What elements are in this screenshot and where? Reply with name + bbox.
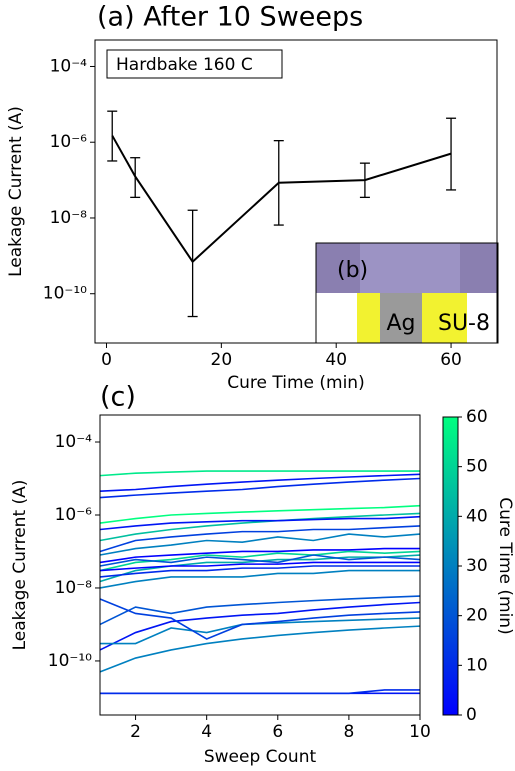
colorbar-tick-label: 50: [466, 457, 488, 477]
series-line: [99, 525, 421, 553]
series-line: [99, 512, 421, 542]
annotation: Hardbake 160 C: [116, 55, 253, 75]
colorbar-tick-label: 0: [466, 705, 477, 725]
x-axis-label: Sweep Count: [204, 747, 317, 767]
plot-frame: [94, 39, 498, 344]
colorbar-tick-label: 30: [466, 556, 488, 576]
inset-ag: [380, 293, 422, 343]
x-tick-label: 60: [440, 350, 462, 370]
y-tick-label: 10⁻⁸: [55, 578, 93, 598]
series-line: [99, 533, 421, 556]
x-tick-label: 2: [130, 722, 141, 742]
series-line: [99, 477, 421, 499]
series-line: [99, 561, 420, 572]
y-axis-label: Leakage Current (A): [6, 106, 26, 277]
y-tick-label: 10⁻⁶: [55, 505, 93, 525]
annotation-frame: [106, 49, 283, 79]
x-tick-label: 0: [101, 350, 112, 370]
inset-yellow: [422, 293, 467, 343]
colorbar-label: Cure Time (min): [495, 497, 515, 634]
colorbar-tick-label: 40: [466, 506, 488, 526]
annotation-box: Hardbake 160 C: [106, 49, 283, 79]
series-line: [100, 617, 421, 645]
series-line: [99, 554, 421, 567]
series-line: [99, 565, 420, 578]
x-axis-label: Cure Time (min): [227, 373, 364, 393]
plot-frame: [99, 414, 421, 716]
x-tick-label: 4: [201, 722, 212, 742]
colorbar-tick-label: 20: [466, 606, 488, 626]
series-line: [99, 569, 420, 589]
x-tick-label: 8: [343, 722, 354, 742]
series-line: [99, 473, 421, 492]
series-line: [100, 689, 420, 695]
series-line: [99, 547, 420, 564]
x-tick-label: 40: [325, 350, 347, 370]
colorbar-tick-label: 10: [466, 655, 488, 675]
x-tick-label: 10: [409, 722, 431, 742]
y-tick-label: 10⁻⁶: [50, 132, 88, 152]
series-line: [99, 598, 421, 640]
inset-band: [360, 243, 460, 293]
series-line: [99, 504, 421, 524]
inset: (b) Ag SU-8: [315, 242, 499, 344]
series-line: [99, 601, 421, 651]
series-line: [99, 470, 420, 477]
inset-label: (b): [337, 258, 368, 283]
series-line: [99, 595, 421, 626]
y-tick-label: 10⁻¹⁰: [48, 651, 92, 671]
y-tick-label: 10⁻⁴: [50, 56, 88, 76]
y-tick-label: 10⁻⁴: [55, 432, 93, 452]
panel-title: (a) After 10 Sweeps: [97, 2, 363, 33]
y-axis-label: Leakage Current (A): [10, 480, 30, 651]
y-tick-label: 10⁻¹⁰: [43, 284, 87, 304]
series-line: [99, 515, 421, 531]
colorbar: [442, 416, 459, 716]
colorbar-tick-label: 60: [466, 407, 488, 427]
x-tick-label: 20: [211, 350, 233, 370]
series-line: [99, 625, 421, 673]
data-line: [111, 135, 452, 264]
inset-label: Ag: [386, 311, 415, 336]
inset-yellow: [357, 293, 380, 343]
inset-label: SU-8: [438, 311, 490, 336]
x-tick-label: 6: [272, 722, 283, 742]
panel-title: (c): [100, 382, 136, 413]
y-tick-label: 10⁻⁸: [50, 208, 88, 228]
